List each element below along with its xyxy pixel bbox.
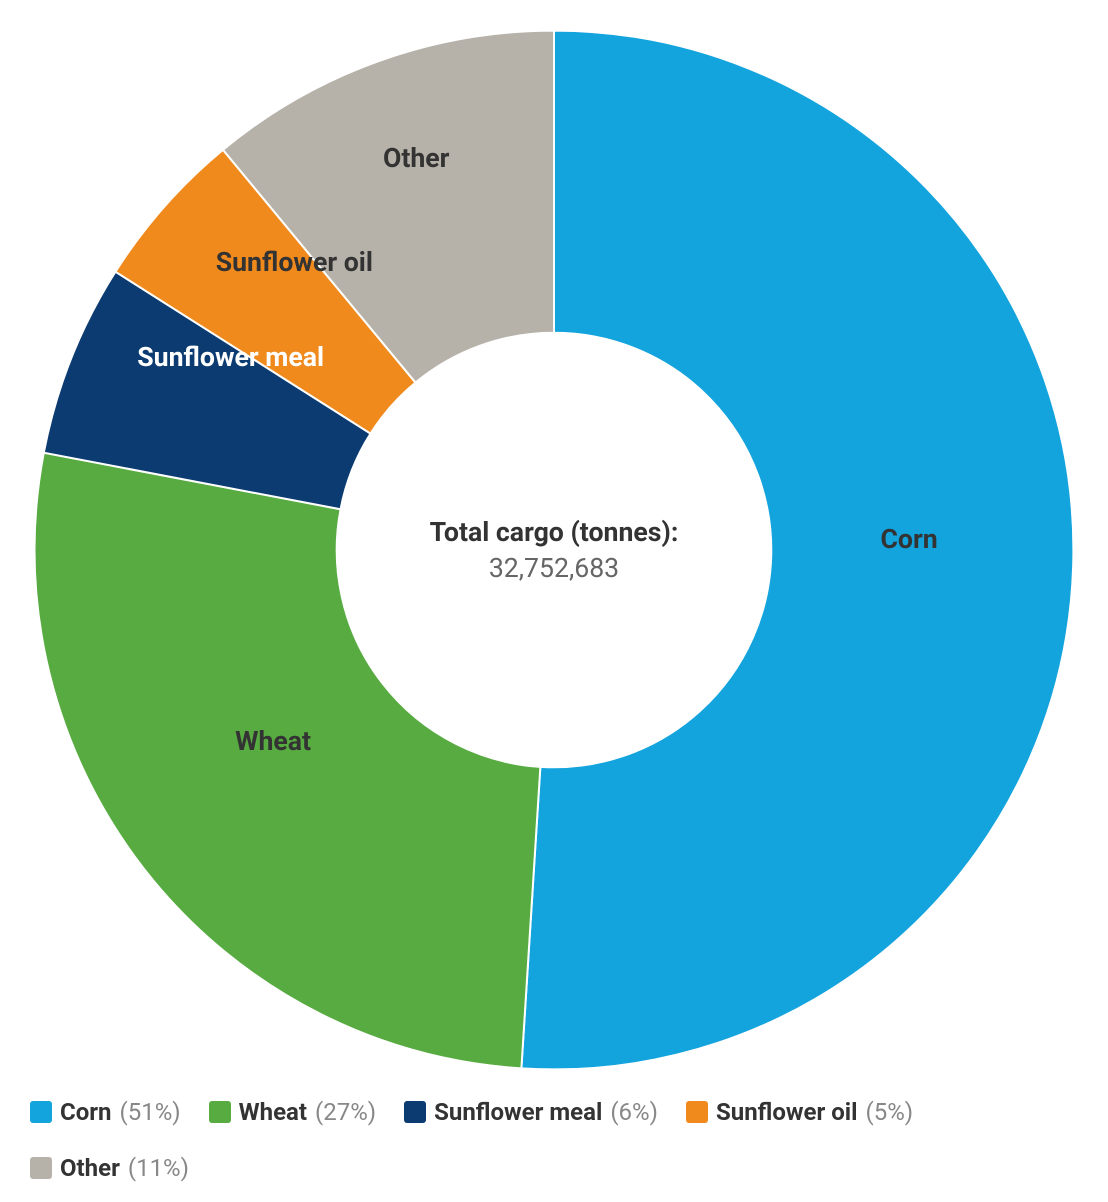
slice-label-sunflower-meal: Sunflower meal	[137, 341, 324, 373]
legend-pct: (6%)	[610, 1098, 658, 1126]
legend-swatch	[30, 1101, 52, 1123]
legend-pct: (11%)	[128, 1154, 189, 1182]
legend-item-other: Other (11%)	[30, 1154, 189, 1182]
legend-item-sunflower-meal: Sunflower meal (6%)	[404, 1098, 658, 1126]
legend-swatch	[30, 1157, 52, 1179]
legend-swatch	[686, 1101, 708, 1123]
legend-name: Corn	[60, 1098, 112, 1126]
slice-label-wheat: Wheat	[235, 725, 311, 757]
legend-pct: (51%)	[120, 1098, 181, 1126]
legend-name: Other	[60, 1154, 120, 1182]
legend-name: Sunflower oil	[716, 1098, 858, 1126]
legend: Corn (51%) Wheat (27%) Sunflower meal (6%)…	[20, 1098, 1088, 1182]
donut-chart: Total cargo (tonnes): 32,752,683 Corn Whe…	[24, 20, 1084, 1080]
legend-name: Wheat	[239, 1098, 307, 1126]
slice-label-corn: Corn	[880, 523, 937, 555]
center-value: 32,752,683	[430, 552, 679, 584]
center-label: Total cargo (tonnes): 32,752,683	[430, 516, 679, 584]
legend-item-sunflower-oil: Sunflower oil (5%)	[686, 1098, 913, 1126]
legend-item-wheat: Wheat (27%)	[209, 1098, 377, 1126]
slice-label-sunflower-oil: Sunflower oil	[216, 246, 373, 278]
slice-label-other: Other	[383, 142, 450, 174]
legend-pct: (27%)	[315, 1098, 376, 1126]
legend-item-corn: Corn (51%)	[30, 1098, 181, 1126]
legend-name: Sunflower meal	[434, 1098, 602, 1126]
legend-swatch	[404, 1101, 426, 1123]
legend-pct: (5%)	[866, 1098, 914, 1126]
center-title: Total cargo (tonnes):	[430, 516, 679, 548]
legend-swatch	[209, 1101, 231, 1123]
